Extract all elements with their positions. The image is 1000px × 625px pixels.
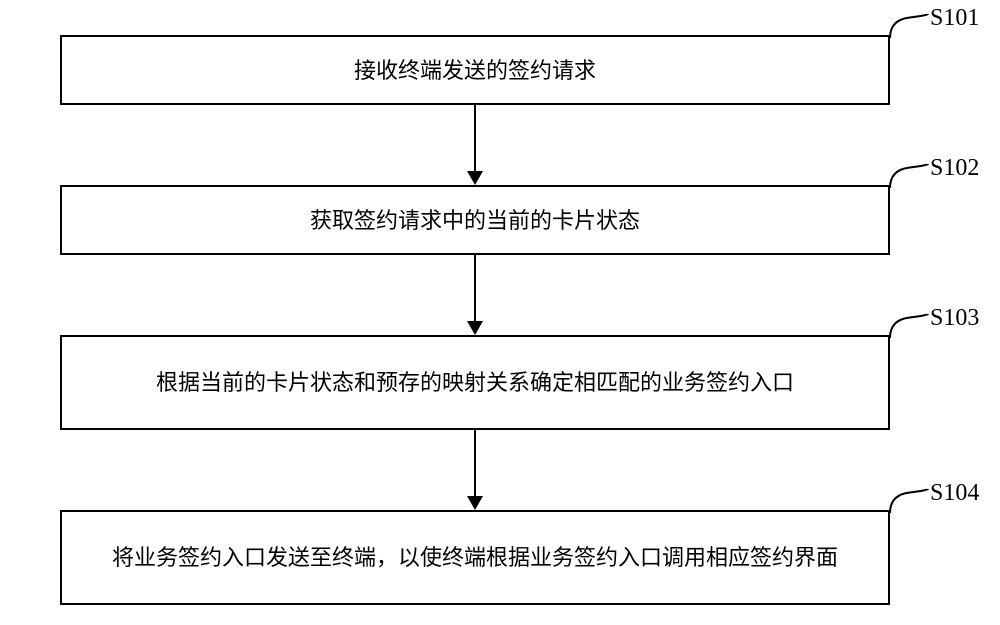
step-label-s104: S104 [930, 480, 979, 507]
step-box-s103: 根据当前的卡片状态和预存的映射关系确定相匹配的业务签约入口 [60, 335, 890, 430]
step-label-s101: S101 [930, 5, 979, 32]
arrow-head [467, 171, 483, 185]
arrow-shaft [474, 255, 476, 321]
step-text: 根据当前的卡片状态和预存的映射关系确定相匹配的业务签约入口 [156, 366, 794, 399]
step-text: 将业务签约入口发送至终端，以使终端根据业务签约入口调用相应签约界面 [112, 541, 838, 574]
arrow-shaft [474, 105, 476, 171]
arrow-head [467, 496, 483, 510]
step-box-s101: 接收终端发送的签约请求 [60, 35, 890, 105]
arrow-shaft [474, 430, 476, 496]
flowchart-canvas: 接收终端发送的签约请求 S101 获取签约请求中的当前的卡片状态 S102 根据当前的卡… [0, 0, 1000, 625]
step-box-s104: 将业务签约入口发送至终端，以使终端根据业务签约入口调用相应签约界面 [60, 510, 890, 605]
step-text: 接收终端发送的签约请求 [354, 54, 596, 87]
step-text: 获取签约请求中的当前的卡片状态 [310, 204, 640, 237]
step-box-s102: 获取签约请求中的当前的卡片状态 [60, 185, 890, 255]
step-label-s103: S103 [930, 305, 979, 332]
step-label-s102: S102 [930, 155, 979, 182]
arrow-head [467, 321, 483, 335]
